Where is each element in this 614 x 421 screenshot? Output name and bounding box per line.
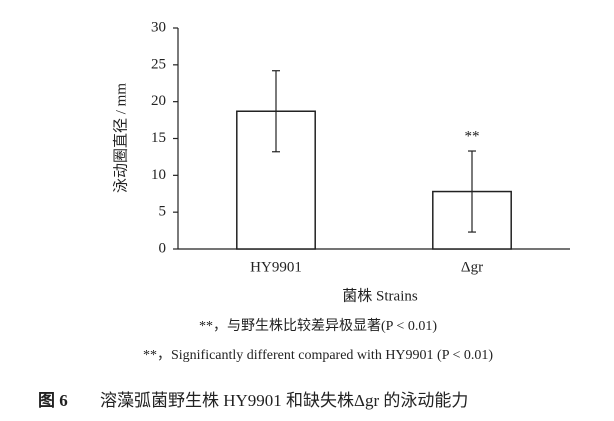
y-tick-label: 25 (151, 56, 166, 72)
y-tick-label: 15 (151, 130, 166, 146)
y-axis-label: 泳动圈直径 / mm (112, 83, 129, 193)
note: **，Significantly different compared with… (143, 348, 493, 363)
x-tick-label: HY9901 (250, 259, 302, 275)
y-tick-label: 0 (159, 240, 167, 256)
y-tick-label: 20 (151, 93, 166, 109)
x-axis-label: 菌株 Strains (342, 287, 418, 304)
note: **，与野生株比较差异极显著(P < 0.01) (199, 318, 437, 334)
x-tick-label: Δgr (461, 259, 483, 275)
significance-label: ** (465, 128, 480, 144)
y-tick-label: 5 (159, 204, 167, 220)
caption: 溶藻弧菌野生株 HY9901 和缺失株Δgr 的泳动能力 (100, 391, 468, 410)
y-tick-label: 30 (151, 19, 166, 35)
y-tick-label: 10 (151, 167, 166, 183)
caption-label: 图 6 (38, 391, 68, 410)
